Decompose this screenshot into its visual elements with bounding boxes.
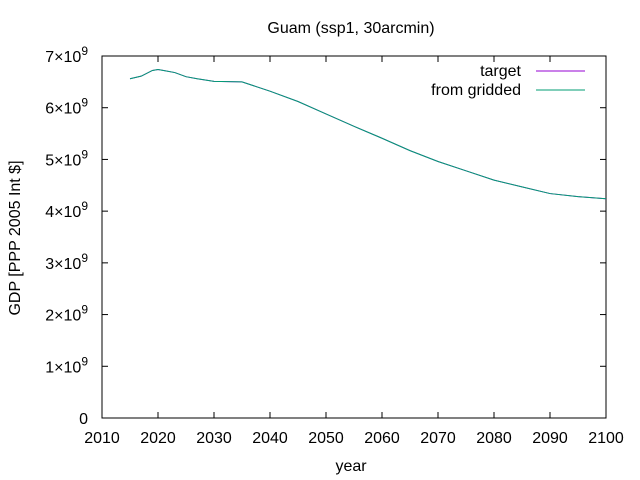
x-tick-label: 2060: [364, 430, 400, 447]
y-tick-label: 2×109: [45, 303, 88, 325]
series-line-from-gridded: [129, 68, 607, 200]
x-tick-label: 2040: [252, 430, 288, 447]
y-tick-label: 5×109: [45, 147, 88, 169]
y-axis-title: GDP [PPP 2005 Int $]: [7, 160, 24, 315]
x-tick-label: 2050: [308, 430, 344, 447]
x-tick-label: 2010: [84, 430, 120, 447]
y-tick-label: 1×109: [45, 354, 88, 376]
y-tick-label: 0: [79, 411, 88, 428]
plot-area-border: [101, 55, 607, 419]
legend-label: target: [480, 63, 521, 80]
chart-title: Guam (ssp1, 30arcmin): [267, 20, 434, 37]
legend-label: from gridded: [431, 82, 521, 99]
x-tick-label: 2030: [196, 430, 232, 447]
y-tick-label: 3×109: [45, 251, 88, 273]
x-tick-label: 2100: [588, 430, 624, 447]
series-layer: [129, 68, 607, 200]
x-tick-label: 2020: [140, 430, 176, 447]
y-tick-label: 7×109: [45, 44, 88, 66]
x-axis: 2010 2020 2030 2040 2050 2060 2070 2080 2090 2100: [84, 56, 624, 447]
y-tick-label: 4×109: [45, 199, 88, 221]
x-axis-title: year: [335, 458, 367, 475]
y-axis: 0 1×109 2×109 3×109 4×109 5×109 6×109 7×109: [45, 44, 606, 428]
x-tick-label: 2070: [420, 430, 456, 447]
y-tick-label: 6×109: [45, 96, 88, 118]
x-tick-label: 2090: [532, 430, 568, 447]
series-line-target: [129, 68, 607, 200]
legend: target from gridded: [431, 63, 585, 99]
x-tick-label: 2080: [476, 430, 512, 447]
